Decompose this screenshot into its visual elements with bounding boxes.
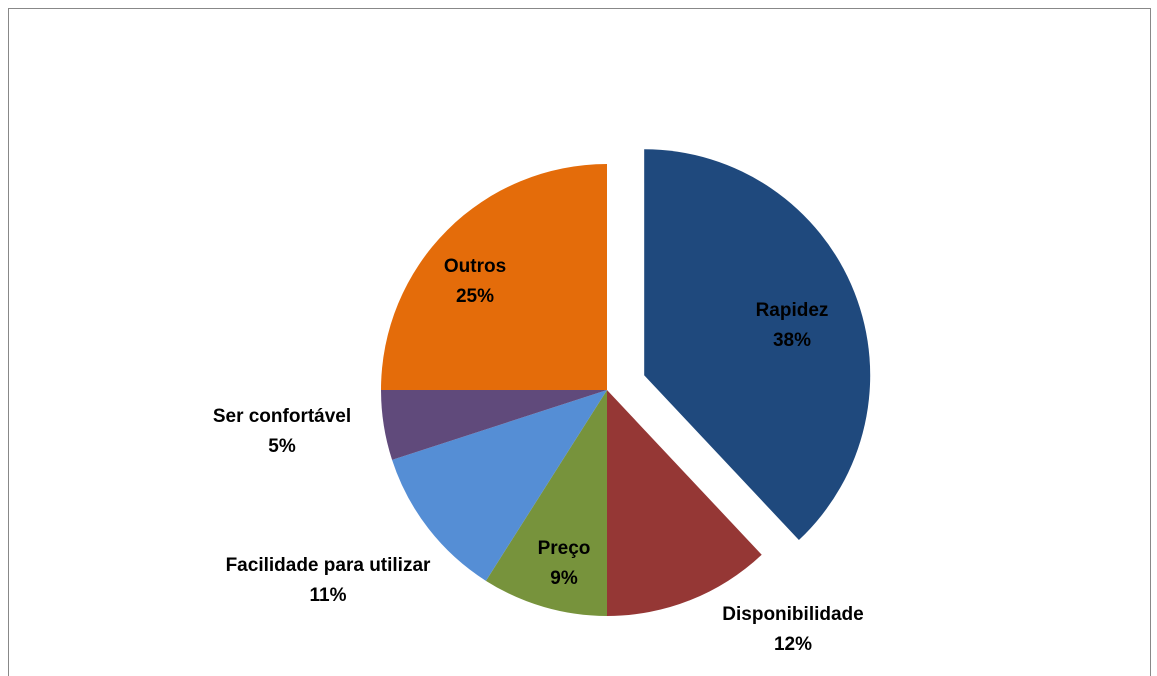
- slice-name: Facilidade para utilizar: [225, 555, 431, 576]
- slice-value: 9%: [550, 568, 578, 589]
- slice-name: Outros: [443, 256, 507, 277]
- pie-slice: [485, 390, 607, 616]
- slice-label: Disponibilidade 12%: [688, 600, 898, 660]
- pie-slice: [381, 164, 607, 390]
- pie-slice: [381, 390, 607, 460]
- slice-value: 38%: [772, 330, 812, 351]
- slice-value: 25%: [455, 286, 495, 307]
- pie-slice: [607, 390, 762, 616]
- slice-value: 5%: [268, 436, 296, 457]
- slice-label: Rapidez 38%: [687, 296, 897, 356]
- slice-label: Preço 9%: [459, 534, 669, 594]
- slice-name: Ser confortável: [212, 406, 352, 427]
- slice-label: Ser confortável 5%: [177, 402, 387, 462]
- slice-label: Facilidade para utilizar 11%: [223, 551, 433, 611]
- slice-label: Outros 25%: [370, 252, 580, 312]
- slice-name: Preço: [537, 538, 591, 559]
- slice-value: 11%: [309, 585, 347, 606]
- pie-slice: [392, 390, 607, 581]
- slice-value: 12%: [773, 634, 813, 655]
- chart-border: [8, 8, 1151, 676]
- slice-name: Disponibilidade: [722, 604, 864, 625]
- slice-name: Rapidez: [755, 300, 829, 321]
- pie-slice: [644, 149, 871, 541]
